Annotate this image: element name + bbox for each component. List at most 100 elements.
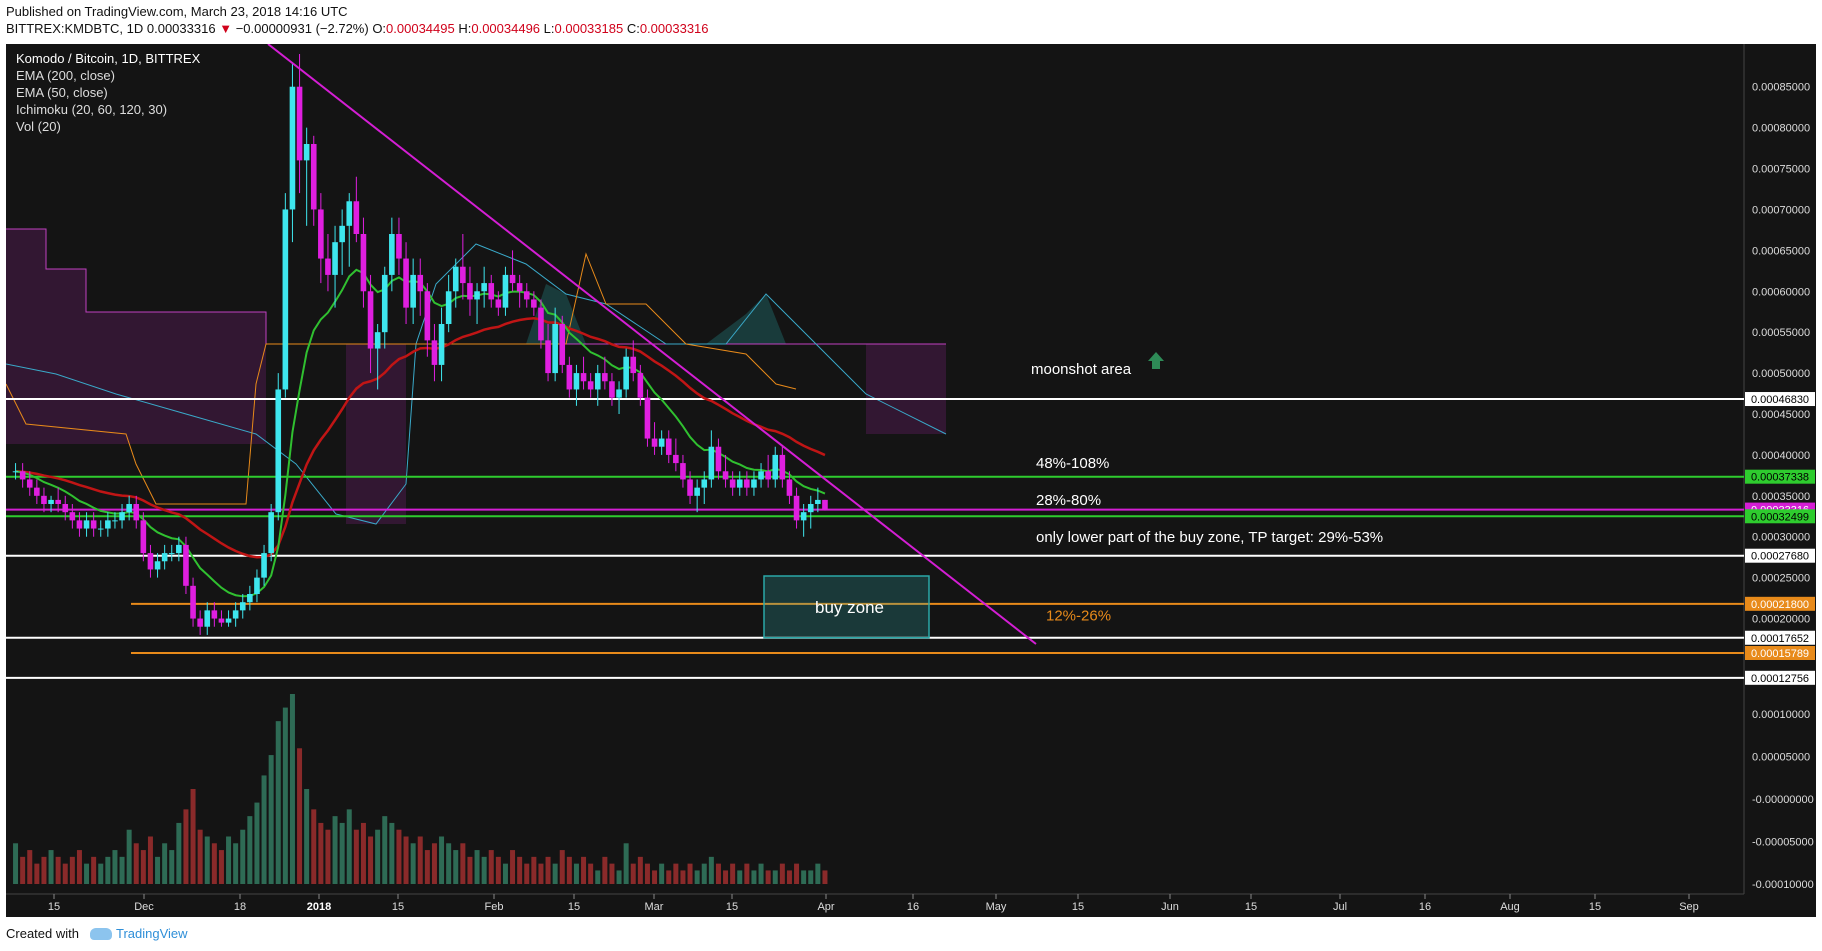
volume-bar (659, 863, 665, 884)
price-tick-label: 0.00050000 (1752, 368, 1810, 380)
volume-tick-label: 0.00010000 (1752, 709, 1810, 721)
tradingview-link[interactable]: TradingView (90, 926, 188, 941)
ichimoku-cloud-bear (6, 229, 946, 524)
volume-bar (673, 863, 679, 884)
volume-bar (176, 822, 182, 884)
candle-body (729, 479, 736, 488)
candle-body (261, 553, 267, 578)
close-value: 0.00033316 (639, 21, 709, 36)
candle-body (587, 381, 594, 390)
ichimoku-lagging (6, 243, 947, 525)
candle-body (62, 504, 69, 513)
volume-bar (91, 856, 97, 884)
candle-body (438, 324, 445, 365)
candle-body (424, 291, 431, 341)
candle-body (275, 389, 282, 513)
downtrend-line (267, 44, 1037, 645)
candle-body (431, 340, 438, 365)
candle-body (83, 520, 90, 529)
volume-bar (140, 850, 146, 884)
volume-bar (133, 843, 139, 884)
level-price-label-3: 0.00032499 (1751, 511, 1809, 523)
low-value: 0.00033185 (554, 21, 624, 36)
candle-body (168, 553, 175, 555)
candle-body (452, 266, 459, 292)
price-tick-label: 0.00055000 (1752, 327, 1810, 339)
candle-body (161, 553, 168, 562)
candle-body (197, 618, 203, 627)
volume-bar (495, 856, 501, 884)
chart-area[interactable]: 0.000468300.000373380.000333160.00032499… (6, 44, 1816, 917)
volume-bar (240, 829, 246, 884)
level-badge-3 (1745, 509, 1815, 524)
volume-bar (794, 863, 800, 884)
candle-body (325, 258, 331, 275)
volume-bar (744, 863, 750, 884)
price-tick-label: 0.00070000 (1752, 204, 1810, 216)
price-chart[interactable]: 0.000468300.000373380.000333160.00032499… (6, 44, 1816, 917)
volume-bar (360, 822, 366, 884)
candle-body (176, 544, 182, 554)
volume-bar (254, 802, 260, 884)
volume-bar (573, 863, 579, 884)
tradingview-cloud-icon (90, 927, 112, 940)
time-tick-label: Apr (817, 901, 834, 913)
candle-body (630, 356, 637, 374)
price-tick-label: 0.00085000 (1752, 82, 1810, 94)
volume-bar (765, 870, 771, 884)
time-tick-label: Sep (1679, 901, 1699, 913)
level-badge-6 (1745, 630, 1815, 645)
candle-body (105, 520, 111, 529)
price-tick-label: 0.00030000 (1752, 532, 1810, 544)
volume-bar (20, 856, 26, 884)
candle-body (310, 144, 317, 210)
candle-body (566, 364, 573, 390)
candle-body (417, 274, 424, 292)
candle-body (268, 512, 274, 554)
volume-bar (147, 836, 153, 884)
candle-body (552, 324, 558, 374)
volume-bar (162, 843, 168, 884)
level-price-label-6: 0.00017652 (1751, 633, 1809, 645)
volume-bar (602, 856, 608, 884)
candle-body (353, 201, 360, 234)
level-price-label-8: 0.00012756 (1751, 673, 1809, 685)
candle-body (623, 356, 629, 390)
ichimoku-cloud-bull (526, 284, 786, 344)
volume-bar (346, 809, 352, 884)
quote-line: BITTREX:KMDBTC, 1D 0.00033316 ▼ −0.00000… (6, 21, 709, 36)
candle-body (332, 242, 338, 275)
volume-bar (545, 856, 551, 884)
volume-bar (183, 809, 189, 884)
volume-bar (616, 870, 622, 884)
volume-bar (424, 850, 430, 884)
volume-bar (119, 856, 125, 884)
candle-body (204, 610, 211, 627)
volume-bar (190, 789, 196, 884)
time-tick-label: 2018 (307, 901, 331, 913)
volume-bar (197, 829, 203, 884)
volume-bar (786, 870, 792, 884)
volume-bar (808, 870, 814, 884)
candle-body (289, 86, 296, 210)
candle-body (644, 397, 651, 439)
candle-body (381, 274, 388, 333)
candle-body (502, 274, 509, 308)
time-tick-label: 15 (726, 901, 738, 913)
volume-tick-label: -0.00010000 (1752, 879, 1814, 891)
volume-bar (723, 870, 729, 884)
level-price-label-0: 0.00046830 (1751, 394, 1809, 406)
volume-bar (382, 816, 388, 884)
volume-bar (708, 856, 714, 884)
candle-body (772, 454, 779, 480)
level-badge-7 (1745, 645, 1815, 660)
volume-bar (339, 822, 345, 884)
volume-bar (289, 694, 295, 884)
candle-body (97, 528, 104, 530)
candle-body (509, 274, 516, 284)
volume-bar (737, 870, 743, 884)
buy-zone-label: buy zone (815, 598, 884, 617)
candle-body (701, 479, 708, 488)
tradingview-brand: TradingView (116, 926, 188, 941)
volume-bar (581, 856, 587, 884)
